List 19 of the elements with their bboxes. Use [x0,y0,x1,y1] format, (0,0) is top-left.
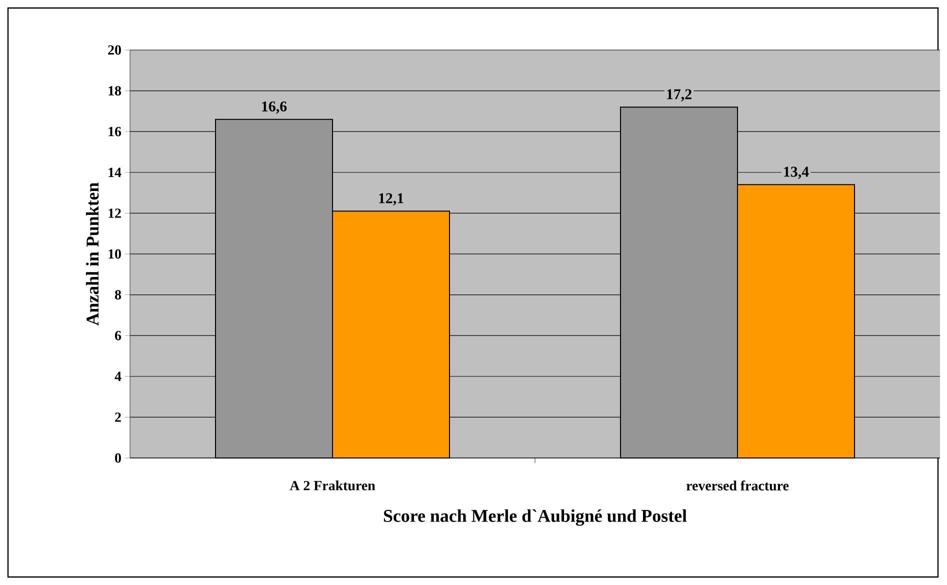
y-tick-label: 14 [108,168,122,177]
x-tick-label: A 2 Frakturen [290,480,376,490]
y-tick-label: 20 [108,45,121,55]
y-tick-label: 8 [114,290,122,300]
y-tick-label: 10 [108,249,121,259]
y-tick-label: 2 [115,412,121,422]
data-label: 17,2 [667,89,692,102]
y-tick-label: 18 [108,86,122,96]
x-axis-title: Score nach Merle d`Aubigné und Postel [384,509,687,526]
y-tick-label: 6 [115,330,122,340]
x-tick-label: reversed fracture [686,480,789,490]
y-tick-label: 12 [108,208,121,218]
y-axis-title: Anzahl in Punkten [86,182,99,326]
y-tick-label: 0 [115,453,121,463]
y-tick-label: 16 [108,126,122,136]
data-label: 13,4 [784,166,809,179]
data-label: 12,1 [379,193,404,206]
y-tick-label: 4 [114,372,122,381]
data-label: 16,6 [262,101,287,114]
